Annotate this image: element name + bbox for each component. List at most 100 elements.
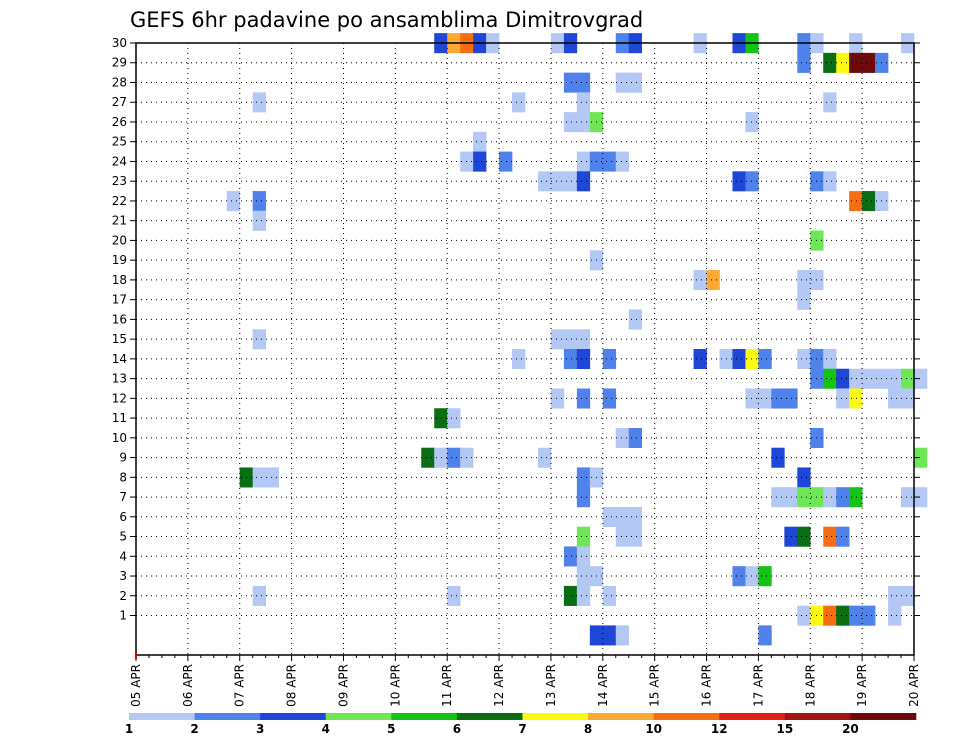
cell-m12-d12 xyxy=(758,388,772,409)
cell-m14-d8.25 xyxy=(563,349,578,370)
cell-m29-d13.25 xyxy=(823,52,837,73)
cell-m3-d11.5 xyxy=(732,566,746,587)
cell-m17-d12.75 xyxy=(797,289,811,310)
cell-m8-d2.25 xyxy=(252,467,266,488)
cell-m2-d14.5 xyxy=(888,585,902,606)
y-tick-label-11: 11 xyxy=(112,411,127,425)
cell-m13-d13.75 xyxy=(849,368,863,389)
cell-m13-d15 xyxy=(914,368,928,389)
y-tick-label-18: 18 xyxy=(112,273,127,287)
y-tick-label-5: 5 xyxy=(119,530,127,544)
legend-label-12: 20 xyxy=(842,722,859,736)
cell-m8-d2.5 xyxy=(265,467,279,488)
legend-label-6: 6 xyxy=(453,722,461,736)
cell-m2-d6 xyxy=(447,585,461,606)
y-tick-label-19: 19 xyxy=(112,253,127,267)
legend-label-5: 5 xyxy=(387,722,395,736)
chart-title: GEFS 6hr padavine po ansamblima Dimitrov… xyxy=(130,8,643,32)
y-tick-label-20: 20 xyxy=(112,233,127,247)
cell-m7-d14.75 xyxy=(901,487,915,508)
cell-m1-d13.75 xyxy=(849,605,863,626)
cell-m18-d11 xyxy=(706,270,720,291)
y-tick-label-26: 26 xyxy=(112,115,127,129)
legend-label-7: 7 xyxy=(518,722,526,736)
cell-m9-d5.75 xyxy=(434,447,448,468)
legend-swatch-9 xyxy=(653,713,720,720)
cell-m8-d8.5 xyxy=(576,467,591,488)
cell-m22-d14 xyxy=(862,191,876,212)
cell-m5-d9.25 xyxy=(615,526,630,547)
cell-m13-d13.5 xyxy=(836,368,850,389)
cell-m23-d11.75 xyxy=(745,171,759,192)
legend-label-8: 8 xyxy=(584,722,592,736)
y-tick-label-30: 30 xyxy=(112,36,127,50)
cell-m1-d13.25 xyxy=(823,605,837,626)
cell-m3-d8.5 xyxy=(576,566,591,587)
cell-m26-d11.75 xyxy=(745,112,759,133)
y-tick-label-25: 25 xyxy=(112,135,127,149)
y-tick-label-1: 1 xyxy=(119,609,127,623)
cell-m6-d9.25 xyxy=(615,506,630,527)
legend-label-11: 15 xyxy=(776,722,793,736)
x-tick-label-7: 12 APR xyxy=(492,664,506,707)
x-tick-label-1: 06 APR xyxy=(181,664,195,707)
x-tick-label-3: 08 APR xyxy=(285,664,299,707)
cell-m7-d12.5 xyxy=(784,487,798,508)
cell-m7-d12.75 xyxy=(797,487,811,508)
cell-m3-d12 xyxy=(758,566,772,587)
cell-m2-d14.75 xyxy=(901,585,915,606)
legend-label-10: 12 xyxy=(711,722,728,736)
y-tick-label-12: 12 xyxy=(112,391,127,405)
cell-m2-d8.25 xyxy=(563,585,578,606)
cell-m28-d8.25 xyxy=(563,72,578,93)
y-tick-label-7: 7 xyxy=(119,490,127,504)
cell-m1-d12.75 xyxy=(797,605,811,626)
cell-m14-d8.5 xyxy=(576,349,591,370)
cell-m7-d13.75 xyxy=(849,487,863,508)
cell-m29-d13.75 xyxy=(849,52,863,73)
y-tick-label-14: 14 xyxy=(112,352,127,366)
cell-m12-d14.75 xyxy=(901,388,915,409)
y-tick-label-17: 17 xyxy=(112,293,127,307)
x-tick-label-9: 14 APR xyxy=(596,664,610,707)
legend-label-4: 4 xyxy=(322,722,330,736)
cell-m24-d7 xyxy=(499,151,513,172)
cell-m7-d8.5 xyxy=(576,487,591,508)
x-tick-label-0: 05 APR xyxy=(129,664,143,707)
cell-m14-d11.75 xyxy=(745,349,759,370)
cell-m5-d12.75 xyxy=(797,526,811,547)
cell-m8-d12.75 xyxy=(797,467,811,488)
x-tick-label-11: 16 APR xyxy=(700,664,714,707)
cell-m27-d2.25 xyxy=(252,92,266,113)
cell-m13-d14.5 xyxy=(888,368,902,389)
cell-m14-d12 xyxy=(758,349,772,370)
cell-m7-d15 xyxy=(914,487,928,508)
cell-m9-d15 xyxy=(914,447,928,468)
cell-m12-d14.5 xyxy=(888,388,902,409)
cell-m5-d13.25 xyxy=(823,526,837,547)
x-tick-label-4: 09 APR xyxy=(336,664,350,707)
cell-m22-d13.75 xyxy=(849,191,863,212)
cell-m14-d12.75 xyxy=(797,349,811,370)
cell-m25-d6.5 xyxy=(473,131,487,152)
legend-swatch-6 xyxy=(456,713,523,720)
legend-swatch-2 xyxy=(194,713,261,720)
cell-m23-d7.75 xyxy=(537,171,552,192)
cell-m2-d8.5 xyxy=(576,585,591,606)
cell-m29-d14 xyxy=(862,52,876,73)
cell-m14-d10.75 xyxy=(693,349,707,370)
cell-m4-d8.25 xyxy=(563,546,578,567)
cell-m22-d1.75 xyxy=(226,191,241,212)
cell-m29-d12.75 xyxy=(797,52,811,73)
cell-m27-d13.25 xyxy=(823,92,837,113)
cell-m10-d9.5 xyxy=(628,427,642,449)
cell-layer xyxy=(226,33,928,646)
y-tick-label-24: 24 xyxy=(112,154,127,168)
legend-swatch-8 xyxy=(588,713,654,720)
cell-m7-d13.25 xyxy=(823,487,837,508)
cell-m12-d12.25 xyxy=(771,388,785,409)
grid-layer xyxy=(136,42,914,655)
x-tick-label-12: 17 APR xyxy=(751,664,765,707)
cell-m13-d13.25 xyxy=(823,368,837,389)
